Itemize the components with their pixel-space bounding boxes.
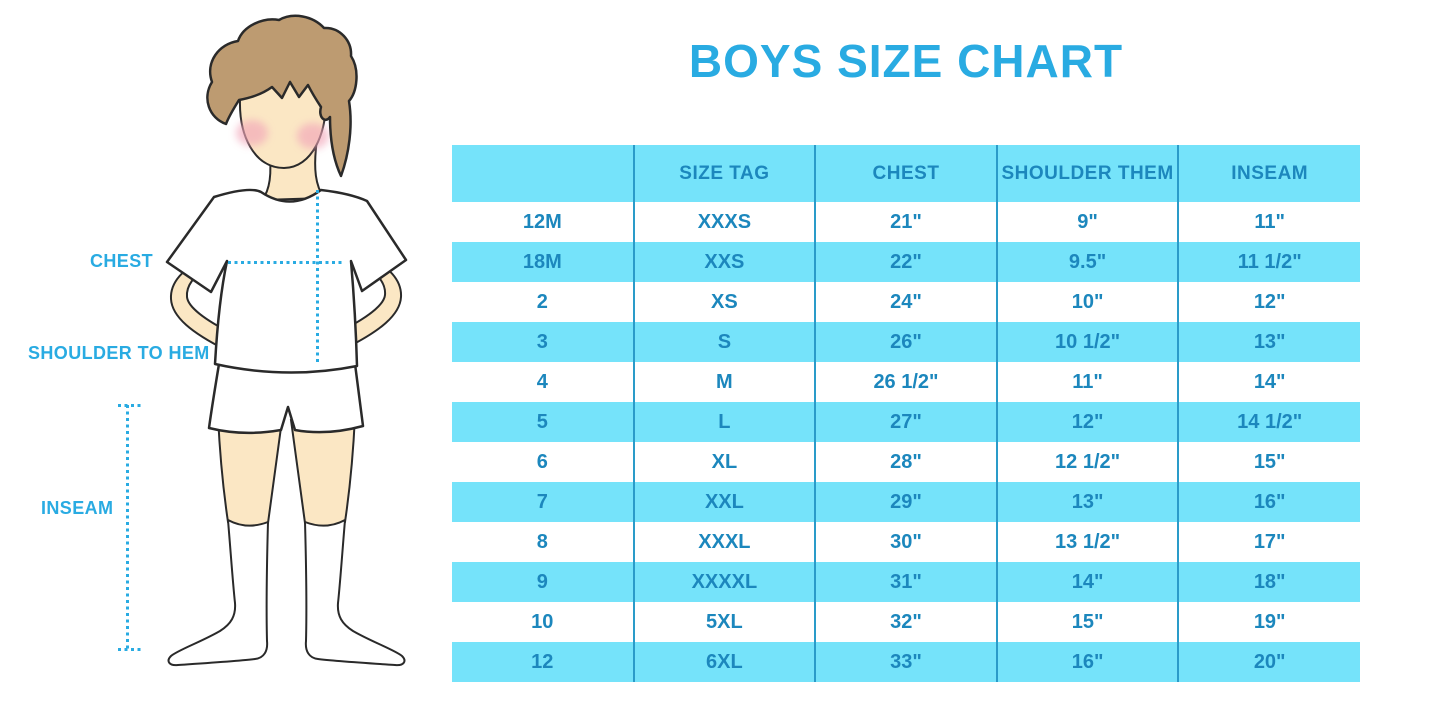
size-cell: 12M: [522, 210, 562, 233]
size-cell: 26 1/2": [814, 362, 997, 402]
size-row: 4 M 26 1/2" 11" 14": [452, 362, 1360, 402]
size-cell: 9": [995, 202, 1179, 242]
size-cell: 6: [536, 450, 548, 473]
table-header-row: SIZE TAG CHEST SHOULDER THEM INSEAM: [452, 145, 1360, 202]
inseam-measure-cap-top: [118, 404, 143, 407]
size-cell: 15": [995, 602, 1179, 642]
right-sock-shape: [304, 519, 406, 667]
chest-measure-line: [228, 261, 345, 264]
size-cell: 13": [995, 482, 1179, 522]
size-cell: 18M: [452, 242, 634, 282]
size-cell: 33": [814, 642, 997, 682]
size-cell: 14 1/2": [1177, 402, 1360, 442]
size-cell: 10: [531, 610, 554, 633]
size-cell: 12 1/2": [995, 442, 1179, 482]
blush-right: [297, 123, 329, 149]
size-row: 2 XS 24" 10" 12": [452, 282, 1360, 322]
size-cell: 21": [814, 202, 997, 242]
size-row: 10 5XL 32" 15" 19": [452, 602, 1360, 642]
size-cell: 2: [536, 290, 548, 313]
size-cell: 16": [995, 642, 1179, 682]
size-cell: 10": [995, 282, 1179, 322]
boy-figure-illustration: [165, 14, 408, 667]
size-row: 6 XL 28" 12 1/2" 15": [452, 442, 1360, 482]
size-cell: 9.5": [995, 242, 1179, 282]
size-cell: 5: [452, 402, 634, 442]
size-cell: 26": [814, 322, 997, 362]
column-header: SHOULDER THEM: [995, 145, 1179, 202]
size-cell: 8: [536, 530, 548, 553]
size-cell: 28": [814, 442, 997, 482]
size-cell: 15": [1177, 442, 1360, 482]
inseam-measure-cap-bottom: [118, 648, 143, 651]
size-cell: XXL: [632, 482, 816, 522]
size-row: 18M XXS 22" 9.5" 11 1/2": [452, 242, 1360, 282]
size-cell: M: [632, 362, 816, 402]
size-cell: 14": [1177, 362, 1360, 402]
page-title: BOYS SIZE CHART: [688, 35, 1124, 87]
size-cell: XXS: [632, 242, 816, 282]
size-cell: 24": [814, 282, 997, 322]
size-cell: 12": [1177, 282, 1360, 322]
hair-shape: [206, 14, 358, 178]
size-cell: 5XL: [632, 602, 816, 642]
size-cell: 16": [1177, 482, 1360, 522]
size-cell: 14": [995, 562, 1179, 602]
size-row: 3 S 26" 10 1/2" 13": [452, 322, 1360, 362]
size-cell: 12: [452, 642, 634, 682]
column-header: CHEST: [814, 145, 997, 202]
size-cell: 11": [1177, 202, 1360, 242]
size-cell: L: [632, 402, 816, 442]
left-sock-shape: [167, 519, 269, 667]
size-cell: 10 1/2": [995, 322, 1179, 362]
size-cell: XXXS: [632, 202, 816, 242]
tshirt-shape: [165, 188, 408, 374]
size-cell: 6XL: [632, 642, 816, 682]
size-cell: 20": [1177, 642, 1360, 682]
size-cell: 31": [814, 562, 997, 602]
size-row: 12 6XL 33" 16" 20": [452, 642, 1360, 682]
size-cell: 4: [536, 370, 548, 393]
size-cell: 29": [814, 482, 997, 522]
size-cell: 13": [1177, 322, 1360, 362]
size-cell: 30": [814, 522, 997, 562]
size-cell: XXXXL: [632, 562, 816, 602]
size-cell: 3: [452, 322, 634, 362]
shoulder-to-hem-label: SHOULDER TO HEM: [28, 343, 210, 363]
size-row: 9 XXXXL 31" 14" 18": [452, 562, 1360, 602]
column-header: [452, 145, 634, 202]
size-row: 5 L 27" 12" 14 1/2": [452, 402, 1360, 442]
inseam-label: INSEAM: [41, 498, 114, 518]
inseam-measure-line: [126, 405, 129, 651]
size-cell: 17": [1177, 522, 1360, 562]
size-cell: 7: [452, 482, 634, 522]
size-cell: XL: [632, 442, 816, 482]
size-cell: 11 1/2": [1177, 242, 1360, 282]
size-cell: 9: [452, 562, 634, 602]
blush-left: [236, 120, 268, 146]
size-row: 12M XXXS 21" 9" 11": [452, 202, 1360, 242]
size-cell: 27": [814, 402, 997, 442]
size-cell: 19": [1177, 602, 1360, 642]
size-table: SIZE TAG CHEST SHOULDER THEM INSEAM 12M XXXS…: [452, 145, 1360, 682]
size-cell: 13 1/2": [995, 522, 1179, 562]
table-body: 12M XXXS 21" 9" 11" 18M XXS 22" 9.5" 11 1/2" 2 XS 24…: [452, 202, 1360, 682]
size-row: 7 XXL 29" 13" 16": [452, 482, 1360, 522]
size-cell: S: [632, 322, 816, 362]
column-header: SIZE TAG: [632, 145, 816, 202]
column-header: INSEAM: [1177, 145, 1360, 202]
size-cell: 18": [1177, 562, 1360, 602]
size-cell: 11": [995, 362, 1179, 402]
size-cell: 22": [814, 242, 997, 282]
size-cell: XS: [632, 282, 816, 322]
shoulder-to-hem-measure-line: [316, 190, 319, 365]
chest-label: CHEST: [89, 251, 153, 271]
size-cell: XXXL: [632, 522, 816, 562]
size-row: 8 XXXL 30" 13 1/2" 17": [452, 522, 1360, 562]
size-cell: 12": [995, 402, 1179, 442]
size-cell: 32": [814, 602, 997, 642]
